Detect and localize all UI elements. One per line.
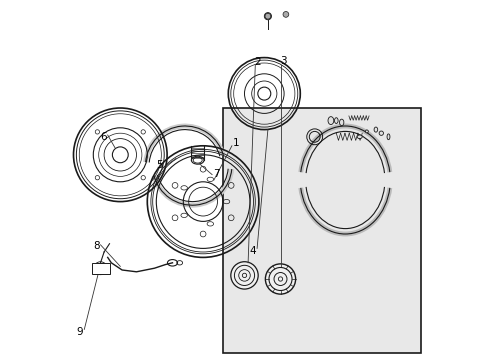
Text: 1: 1	[232, 138, 239, 148]
Ellipse shape	[386, 134, 389, 140]
Ellipse shape	[356, 135, 362, 139]
Text: 4: 4	[249, 246, 256, 256]
Ellipse shape	[365, 130, 367, 133]
Circle shape	[264, 13, 271, 20]
Ellipse shape	[373, 127, 377, 132]
Text: 5: 5	[156, 160, 162, 170]
Circle shape	[230, 262, 258, 289]
Text: 2: 2	[253, 57, 260, 67]
Ellipse shape	[334, 118, 337, 123]
Text: 9: 9	[77, 327, 83, 337]
Ellipse shape	[327, 117, 333, 125]
Text: 8: 8	[93, 241, 99, 251]
Circle shape	[265, 264, 295, 294]
Text: 3: 3	[279, 56, 286, 66]
Bar	[223, 108, 420, 353]
Text: 7: 7	[213, 168, 219, 179]
Circle shape	[264, 13, 270, 19]
Circle shape	[283, 12, 288, 17]
Ellipse shape	[339, 119, 343, 126]
Bar	[91, 263, 109, 274]
Ellipse shape	[378, 131, 383, 135]
Text: 6: 6	[100, 132, 106, 142]
